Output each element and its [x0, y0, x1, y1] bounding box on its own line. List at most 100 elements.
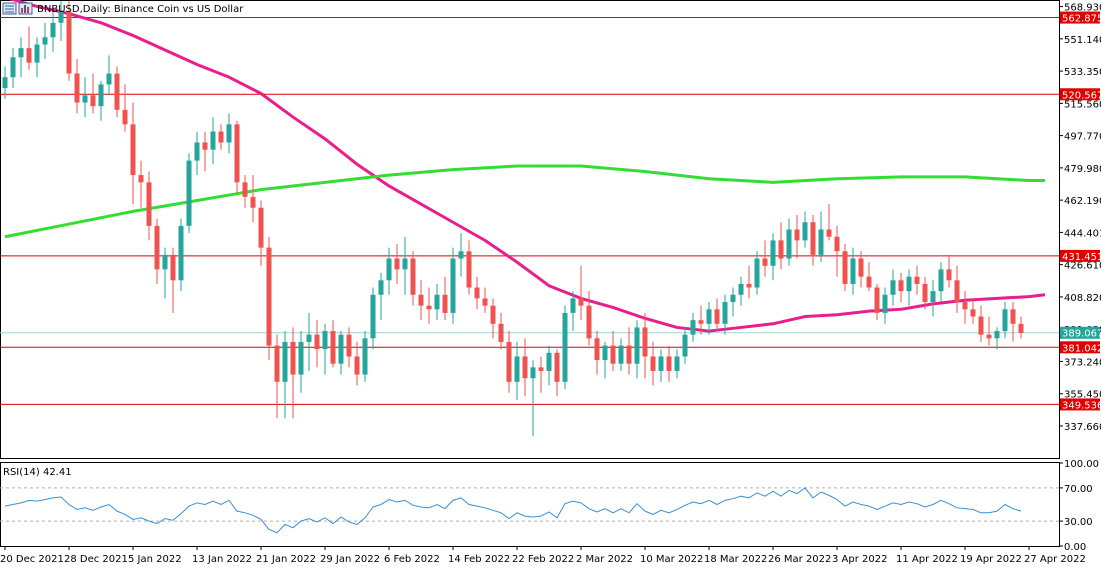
candle-bearish — [922, 276, 928, 310]
candle-bearish — [258, 200, 264, 266]
candle-body — [322, 331, 328, 350]
candle-body — [266, 247, 272, 346]
candle-body — [178, 225, 184, 281]
candle-bullish — [562, 305, 568, 390]
candle-body — [610, 345, 616, 364]
candle-bearish — [482, 287, 488, 313]
moving-averages — [4, 0, 1046, 333]
candle-bearish — [122, 84, 128, 132]
candle-body — [474, 287, 480, 299]
chart-type-icon[interactable] — [18, 2, 33, 15]
candle-body — [778, 240, 784, 259]
candle-bullish — [226, 113, 232, 154]
candle-body — [538, 367, 544, 371]
candle-body — [202, 142, 208, 150]
candle-body — [746, 283, 752, 288]
candle-bearish — [290, 327, 296, 419]
candle-body — [634, 327, 640, 364]
candle-body — [74, 73, 80, 103]
candle-body — [978, 316, 984, 335]
candle-bullish — [890, 269, 896, 306]
candle-bullish — [450, 247, 456, 324]
x-tick-label: 13 Jan 2022 — [192, 554, 252, 565]
candle-body — [186, 160, 192, 226]
candle-body — [498, 323, 504, 342]
candle-bearish — [898, 273, 904, 303]
level-label-bg — [1060, 398, 1100, 411]
level-label: 381.042 — [1062, 343, 1101, 354]
candle-body — [306, 334, 312, 342]
candle-bullish — [738, 276, 744, 306]
candle-body — [194, 142, 200, 161]
candle-bearish — [26, 26, 32, 70]
candle-body — [514, 356, 520, 382]
candle-bearish — [986, 316, 992, 346]
y-tick-label: 551.140 — [1064, 35, 1101, 46]
candle-bullish — [530, 360, 536, 437]
candle-bearish — [66, 1, 72, 81]
candle-body — [986, 334, 992, 339]
rsi-tick-label: 30.00 — [1064, 517, 1093, 528]
candle-bullish — [930, 280, 936, 317]
candle-bearish — [810, 214, 816, 266]
level-labels: 562.875 520.567 431.451 381.042 349.536 389.0… — [1060, 11, 1101, 411]
candle-bullish — [770, 233, 776, 281]
candle-bullish — [618, 338, 624, 371]
x-tick-label: 19 Apr 2022 — [960, 554, 1022, 565]
candle-bearish — [242, 175, 248, 208]
candle-body — [370, 294, 376, 339]
chart-title: BNBUSD,Daily: Binance Coin vs US Dollar — [37, 4, 244, 15]
candle-bearish — [90, 73, 96, 114]
candle-bearish — [978, 305, 984, 342]
candle-body — [938, 269, 944, 292]
level-label: 562.875 — [1062, 14, 1101, 25]
level-label: 520.567 — [1062, 90, 1101, 101]
candle-body — [138, 175, 144, 183]
candle-bearish — [266, 236, 272, 361]
candle-bullish — [906, 269, 912, 306]
candle-body — [258, 207, 264, 248]
candle-bullish — [378, 273, 384, 321]
candle-bullish — [634, 320, 640, 379]
y-tick-label: 408.820 — [1064, 293, 1101, 304]
candle-bearish — [466, 240, 472, 295]
candle-body — [754, 258, 760, 288]
x-tick-label: 14 Feb 2022 — [448, 554, 510, 565]
candle-body — [442, 294, 448, 313]
candle-bearish — [946, 254, 952, 288]
candle-bearish — [138, 160, 144, 208]
candle-bearish — [874, 283, 880, 321]
candle-bullish — [106, 55, 112, 96]
candle-bearish — [170, 247, 176, 313]
candle-body — [698, 320, 704, 324]
y-tick-label: 533.350 — [1064, 67, 1101, 78]
candle-body — [730, 294, 736, 303]
candle-bullish — [298, 331, 304, 393]
candle-bearish — [354, 341, 360, 386]
candle-body — [658, 356, 664, 371]
candle-body — [42, 37, 48, 45]
rsi-layer: 100.00 70.00 30.00 0.00 — [0, 459, 1099, 553]
chart-window-icon[interactable] — [2, 2, 17, 15]
candle-body — [562, 312, 568, 382]
y-tick-label: 479.980 — [1064, 164, 1101, 175]
candle-body — [58, 11, 64, 23]
candle-bullish — [210, 117, 216, 165]
candle-body — [418, 294, 424, 306]
candle-bearish — [522, 338, 528, 397]
y-tick-label: 462.190 — [1064, 196, 1101, 207]
candle-body — [298, 341, 304, 375]
candle-body — [882, 294, 888, 313]
candle-bearish — [442, 276, 448, 321]
candle-body — [90, 95, 96, 107]
candle-bullish — [362, 331, 368, 382]
candle-body — [994, 331, 1000, 339]
candle-bearish — [914, 265, 920, 295]
candle-bullish — [882, 287, 888, 324]
candle-bullish — [50, 11, 56, 52]
candle-body — [506, 341, 512, 382]
x-tick-label: 27 Apr 2022 — [1024, 554, 1086, 565]
candle-body — [914, 276, 920, 284]
candle-body — [1002, 309, 1008, 332]
